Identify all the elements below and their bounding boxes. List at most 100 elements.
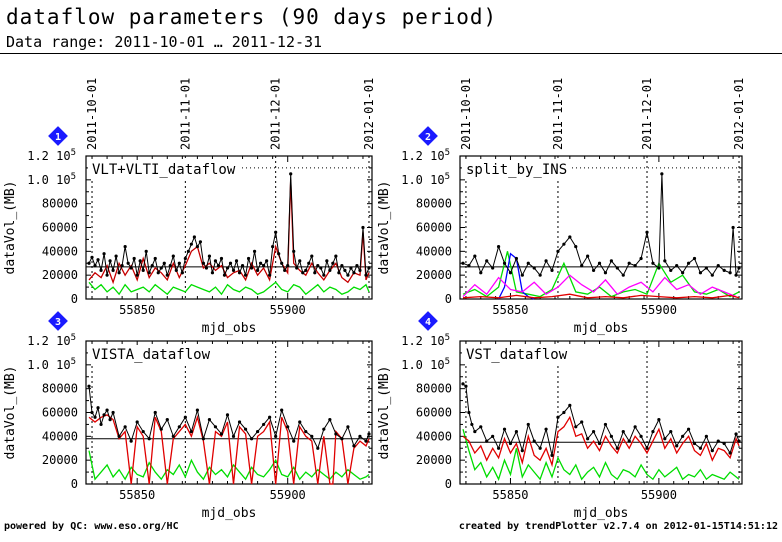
panel-label-bg: [88, 160, 241, 178]
data-point: [189, 242, 193, 246]
data-point: [340, 437, 344, 441]
date-marker-label: 2011-12-01: [269, 78, 283, 150]
data-point: [496, 244, 501, 249]
data-point: [123, 425, 127, 429]
data-point: [461, 382, 465, 386]
data-point: [728, 271, 732, 275]
series-line-magenta: [462, 274, 737, 298]
y-axis-label: dataVol_(MB): [377, 181, 392, 275]
series-line-red: [462, 293, 740, 299]
data-point: [520, 449, 524, 453]
data-point: [532, 439, 536, 443]
data-point: [286, 425, 290, 429]
panel-label: VLT+VLTI_dataflow: [92, 162, 236, 178]
data-point: [246, 256, 251, 261]
date-marker-label: 2011-10-01: [459, 78, 473, 150]
x-axis-label: mjd_obs: [574, 506, 629, 521]
data-point: [645, 446, 649, 450]
data-point: [126, 261, 130, 265]
data-point: [663, 259, 667, 263]
data-point: [675, 264, 679, 268]
panel-number: 1: [55, 132, 61, 143]
footer-right: created by trendPlotter v2.7.4 on 2012-0…: [458, 521, 778, 532]
data-point: [508, 271, 513, 275]
data-point: [603, 271, 608, 275]
data-point: [271, 244, 275, 249]
data-point: [153, 410, 157, 415]
data-point: [183, 256, 187, 261]
x-axis-label: mjd_obs: [202, 321, 257, 336]
panel-number-badge: [418, 126, 438, 146]
data-point: [147, 437, 151, 441]
data-point: [328, 418, 332, 422]
data-point: [502, 427, 507, 431]
data-point: [686, 261, 691, 265]
data-point: [304, 268, 308, 272]
data-point: [102, 413, 106, 417]
data-point: [117, 434, 121, 438]
data-point: [627, 439, 631, 443]
series-line-black: [462, 173, 740, 277]
data-point: [180, 271, 184, 275]
data-point: [289, 172, 293, 176]
data-point: [722, 268, 726, 272]
data-point: [586, 254, 590, 258]
data-point: [473, 429, 477, 434]
panel-number: 3: [55, 317, 61, 328]
data-point: [135, 273, 139, 277]
data-point: [639, 256, 643, 261]
y-tick-label: 80000: [416, 382, 452, 396]
data-point: [580, 420, 584, 424]
data-point: [556, 415, 560, 419]
x-tick-label: 55900: [641, 488, 677, 502]
data-point: [268, 273, 272, 277]
data-point: [222, 273, 227, 277]
y-tick-label: 0: [71, 292, 78, 306]
date-marker-label: 2011-12-01: [640, 78, 654, 150]
y-tick-label: 1.2 105: [401, 333, 450, 348]
data-point: [358, 434, 362, 438]
data-point: [216, 264, 221, 268]
data-point: [147, 271, 151, 275]
data-point: [337, 271, 341, 275]
data-point: [669, 429, 673, 434]
data-point: [591, 268, 596, 272]
y-tick-label: 0: [71, 477, 78, 491]
data-point: [249, 437, 254, 441]
y-tick-label: 60000: [416, 221, 452, 235]
data-point: [710, 449, 714, 453]
data-point: [675, 444, 679, 448]
data-point: [274, 230, 278, 234]
y-tick-label: 20000: [42, 453, 78, 467]
data-point: [105, 273, 109, 277]
data-point: [96, 406, 100, 410]
data-point: [645, 230, 649, 234]
data-point: [639, 434, 643, 438]
data-point: [177, 425, 181, 429]
y-tick-label: 20000: [42, 268, 78, 282]
data-point: [514, 256, 519, 261]
y-tick-label: 1.0 105: [27, 172, 76, 187]
data-point: [132, 256, 136, 261]
data-point: [262, 422, 266, 427]
y-tick-label: 0: [445, 292, 452, 306]
data-point: [663, 437, 667, 441]
data-point: [479, 425, 483, 429]
data-point: [734, 273, 738, 277]
data-point: [153, 256, 157, 261]
data-point: [156, 271, 160, 275]
data-point: [225, 413, 230, 417]
data-point: [99, 268, 103, 272]
data-point: [108, 259, 112, 263]
data-point: [526, 422, 530, 427]
data-point: [698, 446, 703, 450]
data-point: [120, 264, 124, 268]
data-point: [144, 249, 148, 253]
data-point: [550, 268, 554, 272]
panel-number: 4: [425, 317, 431, 328]
data-point: [219, 256, 224, 261]
data-point: [111, 268, 115, 272]
data-point: [473, 254, 477, 258]
